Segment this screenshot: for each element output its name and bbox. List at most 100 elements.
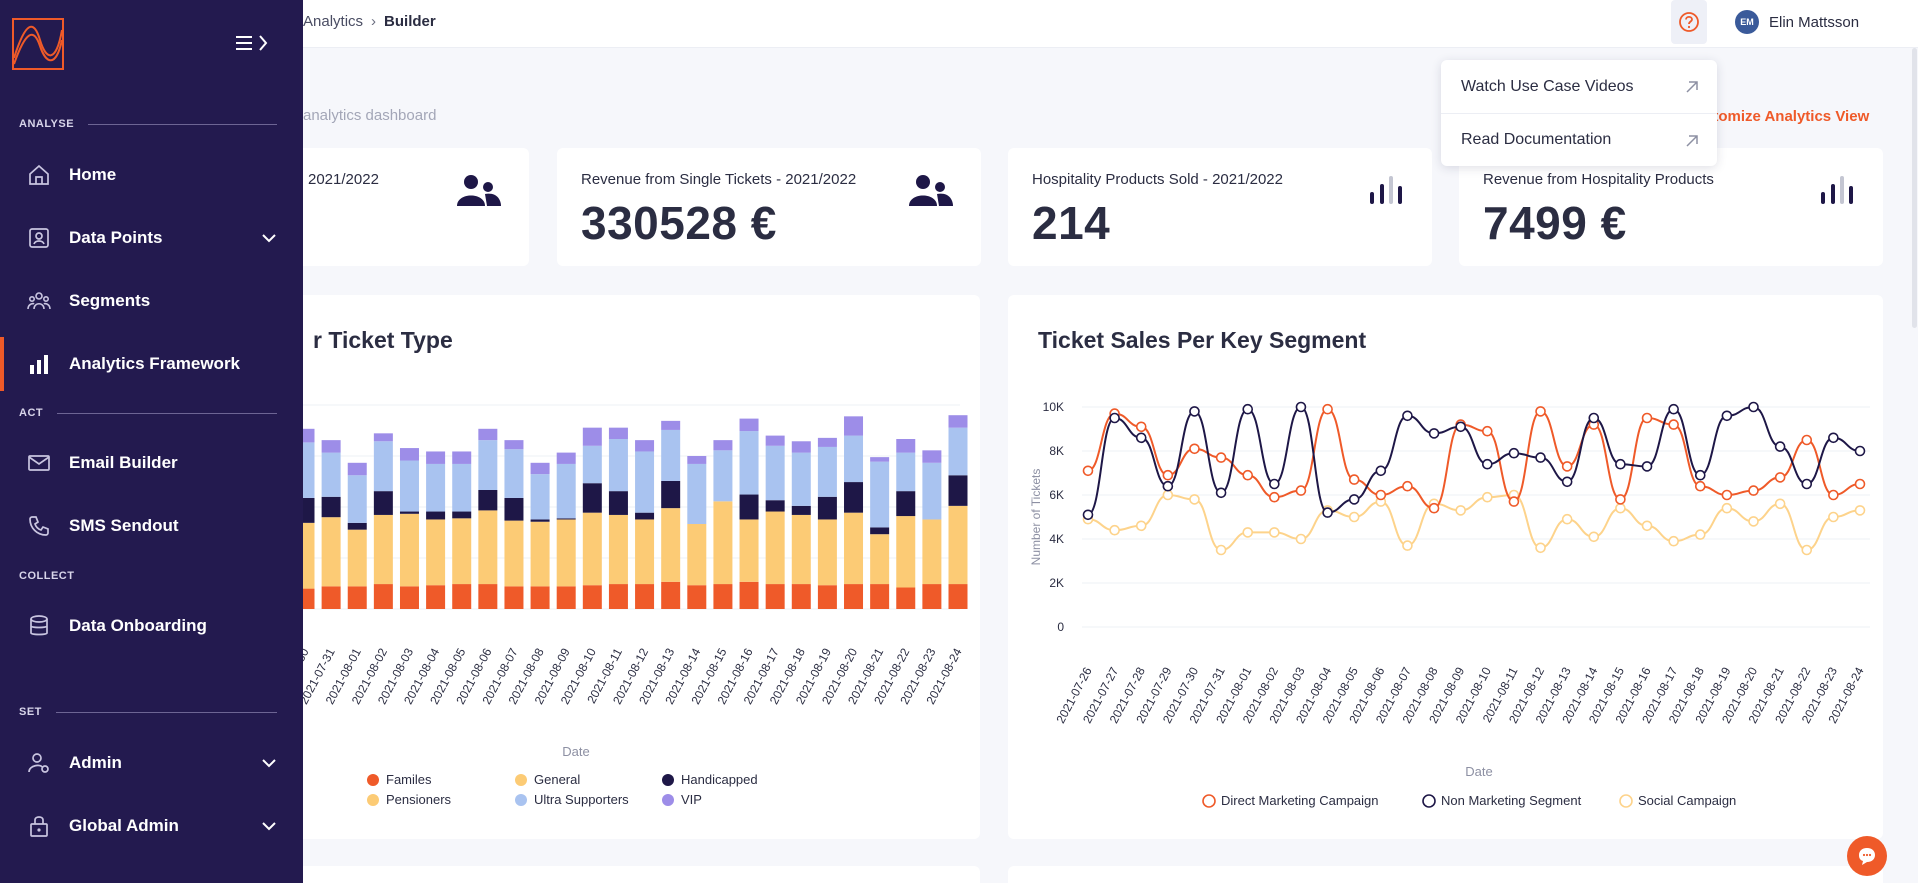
stat-card-hospitality-sold: Hospitality Products Sold - 2021/2022 21… <box>1008 148 1432 266</box>
read-docs-item[interactable]: Read Documentation <box>1441 113 1717 166</box>
help-button[interactable] <box>1671 0 1707 44</box>
bar-segment <box>556 463 576 519</box>
bar-segment <box>661 581 681 609</box>
breadcrumb-parent[interactable]: Analytics <box>303 13 364 30</box>
bar-segment <box>687 585 707 609</box>
data-point <box>1428 428 1440 439</box>
bar-segment <box>661 429 681 481</box>
data-point <box>1348 474 1360 485</box>
bar-segment <box>582 445 602 484</box>
sidebar-item-segments[interactable]: Segments <box>0 274 303 328</box>
sidebar-item-global-admin[interactable]: Global Admin <box>0 799 303 853</box>
menu-toggle-icon[interactable] <box>234 32 274 54</box>
data-point <box>1482 458 1493 470</box>
data-point <box>1295 533 1307 545</box>
sidebar-item-home[interactable]: Home <box>0 148 303 202</box>
bar-segment <box>922 519 942 585</box>
stat-title: Hospitality Products Sold - 2021/2022 <box>1032 171 1283 188</box>
data-point <box>1162 480 1174 492</box>
legend-label: Pensioners <box>386 792 452 807</box>
bar-segment <box>347 462 367 476</box>
chart-title: r Ticket Type <box>313 327 453 353</box>
bar-segment <box>556 518 576 520</box>
bar-segment <box>635 512 655 520</box>
chevron-down-icon[interactable] <box>261 230 277 246</box>
data-point <box>1854 445 1866 457</box>
sidebar-item-email-builder[interactable]: Email Builder <box>0 436 303 490</box>
data-point <box>1721 502 1733 514</box>
customize-analytics-link[interactable]: stomize Analytics View <box>1705 108 1870 125</box>
watch-videos-item[interactable]: Watch Use Case Videos <box>1441 60 1717 113</box>
data-point <box>1189 494 1200 505</box>
data-point <box>1402 540 1413 551</box>
y-tick-label: 10K <box>1043 400 1064 414</box>
bar-segment <box>739 418 759 432</box>
data-point <box>1215 487 1227 499</box>
y-tick-label: 8K <box>1049 444 1064 458</box>
users-icon <box>909 175 953 206</box>
chart-card-key-segment: Ticket Sales Per Key Segment 10K 8K 6K 4K 2K… <box>1008 295 1883 839</box>
bar-segment <box>817 585 837 609</box>
data-point <box>1135 520 1147 532</box>
divider <box>55 711 277 713</box>
bar-segment <box>765 435 785 446</box>
bar-segment <box>739 581 759 609</box>
bar-segment <box>844 435 864 483</box>
stat-title: 2021/2022 <box>308 171 379 188</box>
legend-label: Familes <box>386 772 432 787</box>
data-point <box>1828 432 1839 444</box>
bar-segment <box>452 584 472 609</box>
bar-segment <box>426 463 446 512</box>
bar-chart-icon <box>1370 176 1402 204</box>
data-point <box>1242 403 1254 415</box>
data-point <box>1375 465 1387 477</box>
bar-segment <box>661 420 681 430</box>
legend-label: Social Campaign <box>1638 793 1736 808</box>
top-bar: Analytics › Builder EM Elin Mattsson <box>303 0 1918 48</box>
bar-segment <box>739 431 759 495</box>
bar-segment <box>896 439 916 453</box>
page-scrollbar[interactable] <box>1912 48 1917 328</box>
data-point <box>1269 527 1280 538</box>
legend-label: Handicapped <box>681 772 758 787</box>
bar-segment <box>504 520 524 587</box>
bar-segment <box>948 505 968 585</box>
y-axis-label: Number of Tickets <box>1029 469 1043 566</box>
sidebar-item-admin[interactable]: Admin <box>0 736 303 790</box>
chat-button[interactable] <box>1847 836 1887 876</box>
sidebar-item-label: Admin <box>69 753 122 772</box>
data-point <box>1402 410 1413 422</box>
sidebar-item-data-points[interactable]: Data Points <box>0 211 303 265</box>
bar-segment <box>870 527 890 535</box>
user-menu[interactable]: EM Elin Mattsson <box>1735 10 1859 34</box>
brand-logo[interactable] <box>12 18 64 70</box>
bar-segment <box>765 445 785 501</box>
bar-segment <box>478 440 498 490</box>
sidebar-item-label: Home <box>69 165 117 184</box>
bar-segment <box>608 514 628 585</box>
bar-segment <box>478 490 498 511</box>
chevron-down-icon[interactable] <box>261 755 277 771</box>
data-point <box>1162 469 1174 481</box>
sidebar-item-data-onboarding[interactable]: Data Onboarding <box>0 599 303 653</box>
x-axis-label: Date <box>562 744 589 759</box>
read-docs-label: Read Documentation <box>1461 131 1612 148</box>
bar-segment <box>739 519 759 582</box>
bar-segment <box>452 518 472 585</box>
sidebar-item-analytics-framework[interactable]: Analytics Framework <box>0 337 303 391</box>
data-point <box>1801 434 1813 446</box>
sidebar-item-label: Global Admin <box>69 816 179 835</box>
data-point <box>1269 478 1280 490</box>
bar-segment <box>844 416 864 436</box>
sidebar-item-sms-sendout[interactable]: SMS Sendout <box>0 499 303 553</box>
bar-segment <box>556 586 576 609</box>
section-set-label: SET <box>19 706 42 718</box>
bar-segment <box>478 510 498 585</box>
data-point <box>1109 524 1120 536</box>
chevron-down-icon[interactable] <box>261 818 277 834</box>
bar-segment <box>347 475 367 523</box>
bar-segment <box>504 449 524 498</box>
stacked-bar-chart: 302021-07-312021-08-012021-08-022021-08-… <box>250 404 968 807</box>
bar-segment <box>765 584 785 609</box>
